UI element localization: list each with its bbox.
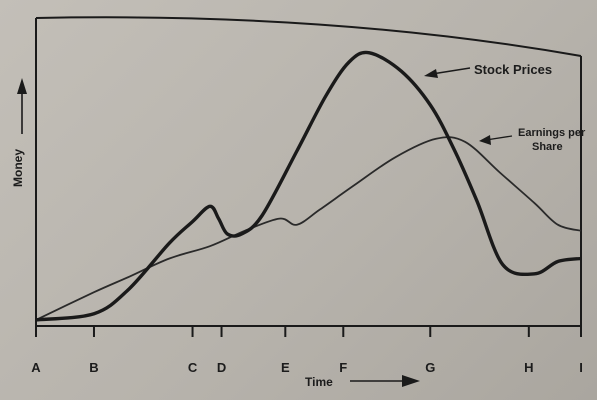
x-tick-label-d: D (217, 360, 226, 375)
x-tick-label-f: F (339, 360, 347, 375)
stock-prices-arrowhead (424, 69, 438, 78)
x-tick-label-b: B (89, 360, 98, 375)
x-tick-label-c: C (188, 360, 198, 375)
earnings-arrowhead (479, 135, 491, 145)
x-tick-label-i: I (579, 360, 583, 375)
earnings-per-share-line (35, 136, 582, 321)
x-tick-label-g: G (425, 360, 435, 375)
x-axis-label: Time (305, 375, 333, 389)
stock-prices-label: Stock Prices (474, 62, 552, 77)
x-tick-label-a: A (31, 360, 41, 375)
chart-frame (35, 16, 582, 327)
y-axis-label: Money (11, 149, 25, 187)
x-tick-label-h: H (524, 360, 533, 375)
stock-prices-pointer (431, 67, 471, 75)
x-axis-arrowhead (402, 375, 420, 387)
series-annotations: Stock Prices Earnings per Share (424, 62, 586, 153)
top-border (35, 16, 582, 57)
y-axis-arrowhead (17, 78, 27, 94)
chart-labels: Money Time (11, 78, 420, 389)
x-tick-label-e: E (281, 360, 290, 375)
x-axis-ticks: A B C D E F G H I (31, 326, 583, 375)
earnings-per-share-label: Earnings per Share (518, 127, 586, 153)
chart-series (35, 50, 582, 322)
stock-prices-line (35, 50, 582, 322)
